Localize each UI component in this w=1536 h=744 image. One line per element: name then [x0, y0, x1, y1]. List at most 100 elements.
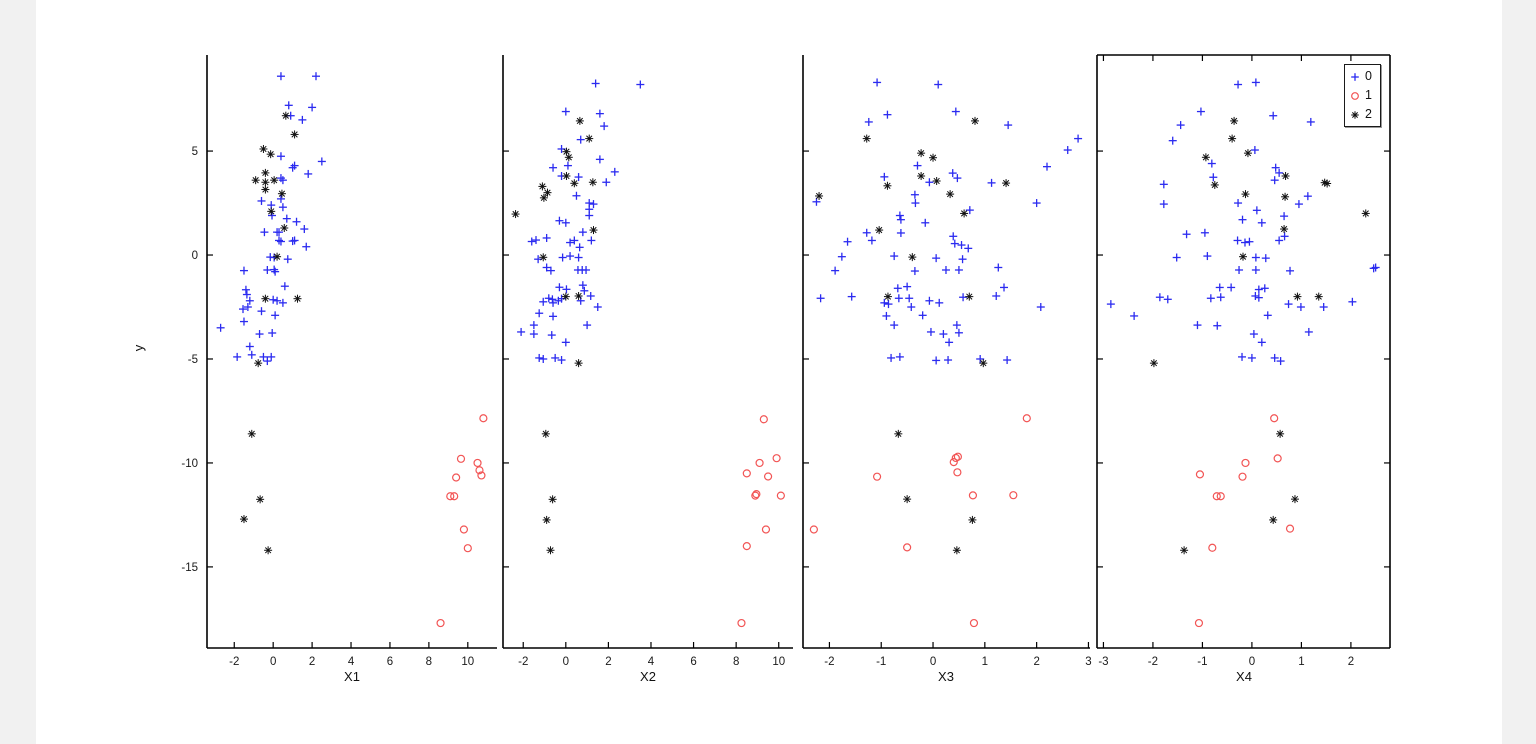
marker-plus — [944, 356, 953, 365]
marker-stroke — [475, 466, 484, 475]
marker-stroke — [917, 172, 925, 180]
marker-circle — [463, 544, 472, 553]
tick-label: 1 — [1298, 656, 1304, 668]
x-axis-label-x2: X2 — [640, 669, 656, 684]
series-class-1 — [436, 414, 488, 628]
marker-circle — [1194, 618, 1204, 628]
marker-circle — [459, 525, 469, 534]
marker-plus — [1235, 265, 1244, 274]
marker-plus — [317, 157, 326, 166]
marker-plus — [1227, 283, 1236, 292]
marker-plus — [1294, 200, 1303, 209]
marker-plus — [1269, 111, 1278, 120]
marker-stroke — [1270, 516, 1277, 524]
marker-stroke — [969, 516, 976, 524]
marker-plus — [311, 72, 320, 81]
marker-plus — [1276, 357, 1285, 366]
marker-stroke — [1351, 111, 1359, 118]
marker-stroke — [563, 172, 570, 180]
marker-plus — [1251, 291, 1260, 300]
marker-plus — [245, 296, 254, 305]
marker-asterisk — [266, 150, 275, 159]
marker-plus — [1155, 293, 1164, 302]
marker-plus — [918, 311, 927, 320]
series-class-0 — [812, 78, 1083, 365]
marker-plus — [283, 255, 292, 264]
marker-plus — [1074, 134, 1083, 143]
series-class-2 — [239, 111, 302, 555]
marker-stroke — [1180, 547, 1188, 554]
marker-plus — [1260, 284, 1269, 293]
marker-stroke — [1321, 179, 1328, 186]
marker-plus — [585, 211, 594, 220]
marker-stroke — [477, 471, 486, 480]
marker-plus — [247, 350, 256, 359]
marker-stroke — [281, 224, 288, 232]
marker-plus — [1203, 252, 1212, 261]
marker-plus — [542, 263, 551, 272]
marker-stroke — [450, 492, 459, 501]
marker-asterisk — [538, 182, 547, 191]
marker-plus — [1306, 117, 1315, 126]
marker-plus — [269, 295, 278, 304]
marker-stroke — [1362, 210, 1369, 217]
marker-circle — [953, 452, 962, 461]
series-class-1 — [1194, 414, 1295, 628]
marker-stroke — [969, 618, 979, 628]
marker-plus — [255, 330, 264, 339]
marker-plus — [987, 178, 996, 187]
marker-asterisk — [1351, 110, 1359, 119]
marker-plus — [276, 174, 285, 183]
marker-stroke — [459, 525, 469, 534]
marker-plus — [896, 228, 905, 237]
marker-plus — [1106, 300, 1115, 309]
marker-asterisk — [1361, 209, 1370, 218]
marker-stroke — [761, 525, 771, 534]
marker-circle — [761, 525, 771, 534]
marker-plus — [572, 191, 581, 200]
marker-stroke — [953, 452, 962, 461]
marker-plus — [1251, 253, 1260, 262]
marker-asterisk — [1201, 153, 1210, 162]
tick-label: 0 — [270, 656, 276, 668]
series-class-0 — [1106, 78, 1380, 366]
marker-circle — [1238, 472, 1247, 481]
marker-plus — [883, 110, 892, 119]
marker-asterisk — [917, 172, 926, 181]
marker-plus — [1159, 180, 1168, 189]
marker-plus — [1254, 293, 1263, 302]
tick-label: -10 — [181, 458, 198, 470]
marker-plus — [1207, 159, 1216, 168]
marker-plus — [574, 173, 583, 182]
marker-asterisk — [259, 144, 268, 153]
marker-stroke — [268, 208, 275, 215]
marker-stroke — [562, 293, 569, 300]
marker-stroke — [1194, 618, 1204, 628]
marker-plus — [882, 311, 891, 320]
marker-plus — [837, 252, 846, 261]
marker-plus — [894, 294, 903, 303]
marker-plus — [1263, 311, 1272, 320]
marker-stroke — [929, 154, 937, 161]
marker-plus — [535, 353, 544, 362]
marker-circle — [452, 473, 461, 482]
marker-asterisk — [929, 153, 938, 162]
legend-label: 1 — [1365, 88, 1372, 102]
marker-plus — [257, 307, 266, 316]
marker-plus — [1234, 80, 1243, 89]
marker-plus — [1182, 230, 1191, 239]
marker-stroke — [1291, 495, 1299, 503]
marker-plus — [1261, 254, 1270, 263]
marker-asterisk — [543, 188, 552, 197]
marker-plus — [1296, 303, 1305, 312]
marker-plus — [1176, 121, 1185, 130]
marker-plus — [884, 300, 893, 309]
marker-plus — [880, 172, 889, 181]
marker-stroke — [267, 151, 274, 158]
marker-plus — [1286, 266, 1295, 275]
marker-circle — [446, 492, 455, 501]
marker-circle — [903, 543, 912, 552]
series-class-1 — [809, 414, 1031, 628]
marker-plus — [566, 252, 575, 261]
marker-stroke — [917, 149, 925, 157]
